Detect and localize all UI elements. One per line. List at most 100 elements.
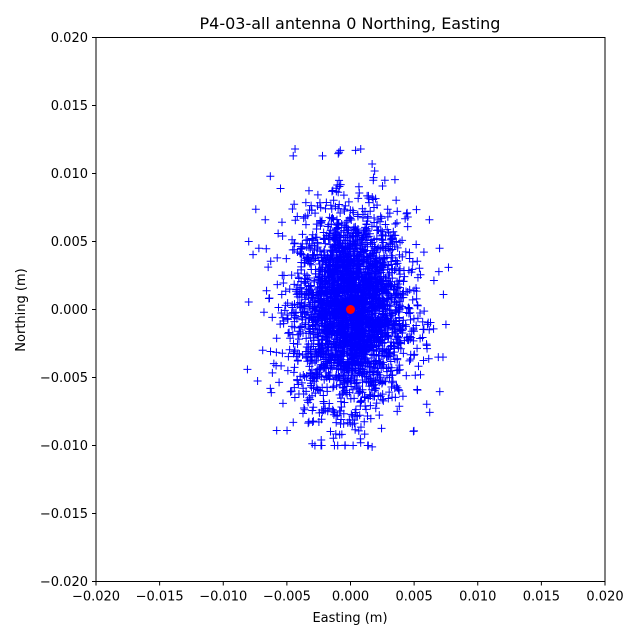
data-point-plus <box>283 310 292 319</box>
data-point-plus <box>293 212 302 221</box>
data-point-plus <box>312 220 321 229</box>
data-point-plus <box>346 250 355 259</box>
data-point-plus <box>360 392 369 401</box>
data-point-plus <box>329 241 338 250</box>
data-point-plus <box>279 319 288 328</box>
data-point-plus <box>384 344 393 353</box>
data-point-plus <box>272 426 281 435</box>
data-point-plus <box>368 298 377 307</box>
data-point-plus <box>259 308 268 317</box>
data-point-plus <box>339 293 348 302</box>
data-point-plus <box>353 286 362 295</box>
data-point-plus <box>338 305 347 314</box>
data-point-plus <box>321 319 330 328</box>
data-point-plus <box>426 318 435 327</box>
data-point-plus <box>362 238 371 247</box>
data-point-plus <box>444 263 453 272</box>
data-point-plus <box>318 263 327 272</box>
x-tick-label: −0.005 <box>263 590 311 605</box>
data-point-plus <box>367 236 376 245</box>
data-point-plus <box>424 354 433 363</box>
data-point-plus <box>337 267 346 276</box>
data-point-plus <box>381 220 390 229</box>
data-point-plus <box>290 346 299 355</box>
data-point-plus <box>351 274 360 283</box>
data-point-plus <box>406 315 415 324</box>
data-point-plus <box>299 214 308 223</box>
data-point-plus <box>351 405 360 414</box>
data-point-plus <box>398 321 407 330</box>
data-point-plus <box>306 349 315 358</box>
data-point-plus <box>278 349 287 358</box>
data-point-plus <box>299 371 308 380</box>
data-point-plus <box>346 206 355 215</box>
data-point-plus <box>344 323 353 332</box>
data-point-plus <box>439 290 448 299</box>
data-point-plus <box>359 276 368 285</box>
data-point-plus <box>276 184 285 193</box>
data-point-plus <box>367 363 376 372</box>
data-point-plus <box>367 246 376 255</box>
data-point-plus <box>326 247 335 256</box>
data-point-plus <box>390 231 399 240</box>
data-point-plus <box>368 368 377 377</box>
data-point-plus <box>378 395 387 404</box>
data-point-plus <box>253 377 262 386</box>
data-point-plus <box>355 302 364 311</box>
data-point-plus <box>420 307 429 316</box>
data-point-plus <box>354 426 363 435</box>
data-point-plus <box>309 384 318 393</box>
data-point-plus <box>377 364 386 373</box>
data-point-plus <box>369 311 378 320</box>
data-point-plus <box>307 366 316 375</box>
data-point-plus <box>339 383 348 392</box>
data-point-plus <box>303 357 312 366</box>
data-point-plus <box>378 227 387 236</box>
data-point-plus <box>286 387 295 396</box>
x-tick-label: 0.010 <box>459 590 496 605</box>
data-point-plus <box>387 371 396 380</box>
data-point-plus <box>302 290 311 299</box>
data-point-plus <box>353 337 362 346</box>
data-point-plus <box>392 317 401 326</box>
data-point-plus <box>362 346 371 355</box>
data-point-plus <box>290 317 299 326</box>
y-tick-label: 0.010 <box>51 167 88 182</box>
data-point-plus <box>262 244 271 253</box>
data-point-plus <box>336 352 345 361</box>
data-point-plus <box>244 297 253 306</box>
data-point-plus <box>369 392 378 401</box>
data-point-plus <box>363 441 372 450</box>
data-point-plus <box>402 209 411 218</box>
data-point-plus <box>306 379 315 388</box>
data-point-plus <box>355 260 364 269</box>
data-point-plus <box>258 346 267 355</box>
data-point-plus <box>386 302 395 311</box>
data-point-plus <box>251 205 260 214</box>
data-point-plus <box>308 406 317 415</box>
data-point-plus <box>405 254 414 263</box>
data-point-plus <box>305 259 314 268</box>
data-point-plus <box>300 290 309 299</box>
data-point-plus <box>374 358 383 367</box>
data-point-plus <box>278 232 287 241</box>
data-point-plus <box>305 239 314 248</box>
data-point-plus <box>351 425 360 434</box>
data-point-plus <box>304 255 313 264</box>
data-point-plus <box>266 172 275 181</box>
data-point-plus <box>266 257 275 266</box>
data-point-plus <box>322 260 331 269</box>
data-point-plus <box>377 338 386 347</box>
data-point-plus <box>353 225 362 234</box>
data-point-plus <box>435 387 444 396</box>
data-point-plus <box>373 259 382 268</box>
data-point-plus <box>343 326 352 335</box>
x-tick-label: 0.015 <box>523 590 560 605</box>
data-point-plus <box>347 339 356 348</box>
data-point-plus <box>333 441 342 450</box>
data-point-plus <box>390 355 399 364</box>
data-point-plus <box>330 408 339 417</box>
data-point-plus <box>273 280 282 289</box>
data-point-plus <box>378 320 387 329</box>
